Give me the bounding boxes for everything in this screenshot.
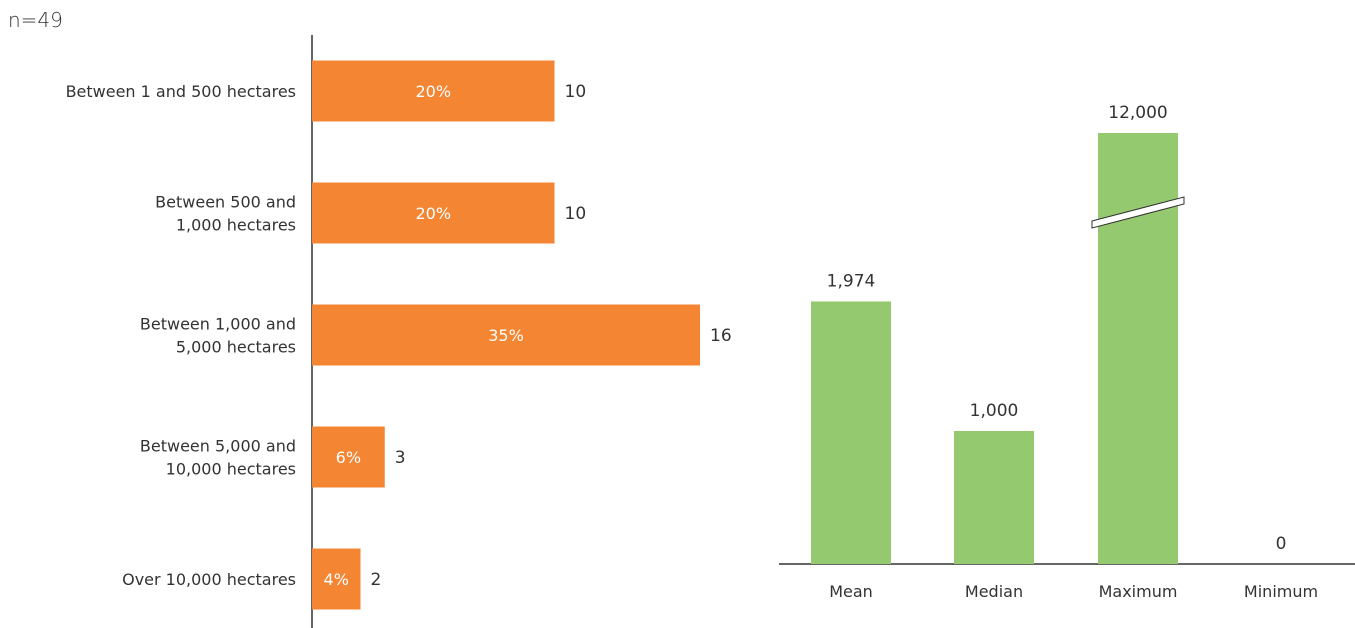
sample-size-note: n=49 xyxy=(8,8,63,32)
bar-maximum xyxy=(1098,133,1178,564)
bar-1 xyxy=(312,60,555,122)
value-label: 12,000 xyxy=(1108,103,1167,123)
percent-label: 20% xyxy=(415,82,451,101)
category-label: Mean xyxy=(829,582,873,601)
bar-3 xyxy=(312,304,700,366)
value-label: 1,974 xyxy=(827,271,876,291)
category-label: Median xyxy=(965,582,1023,601)
percent-label: 20% xyxy=(415,204,451,223)
value-label: 16 xyxy=(710,326,732,346)
category-label: 5,000 hectares xyxy=(176,338,296,357)
percent-label: 4% xyxy=(324,570,349,589)
value-label: 10 xyxy=(565,204,587,224)
value-label: 2 xyxy=(371,570,382,590)
category-label: Maximum xyxy=(1099,582,1178,601)
axis-break-mark xyxy=(1091,196,1185,229)
value-label: 1,000 xyxy=(970,401,1019,421)
category-label: Over 10,000 hectares xyxy=(122,570,296,589)
bar-5 xyxy=(312,548,361,610)
value-label: 10 xyxy=(565,82,587,102)
bar-median xyxy=(954,431,1034,564)
category-label: Between 500 and xyxy=(155,193,296,212)
category-label: 1,000 hectares xyxy=(176,216,296,235)
value-label: 0 xyxy=(1276,534,1287,554)
percent-label: 35% xyxy=(488,326,524,345)
percent-label: 6% xyxy=(336,448,361,467)
category-label: Between 1 and 500 hectares xyxy=(66,82,296,101)
category-label: 10,000 hectares xyxy=(166,460,296,479)
bar-mean xyxy=(811,301,891,564)
category-label: Between 5,000 and xyxy=(140,437,296,456)
bar-4 xyxy=(312,426,385,488)
summary-statistics-bar-chart: 1,974 Mean 1,000 Median 12,000 Maximum 0 Minimu… xyxy=(779,103,1355,601)
bar-2 xyxy=(312,182,555,244)
category-label: Minimum xyxy=(1244,582,1318,601)
value-label: 3 xyxy=(395,448,406,468)
category-label: Between 1,000 and xyxy=(140,315,296,334)
hectare-range-bar-chart: 20% 10 Between 1 and 500 hectares 20% 10 Betw… xyxy=(66,35,732,628)
